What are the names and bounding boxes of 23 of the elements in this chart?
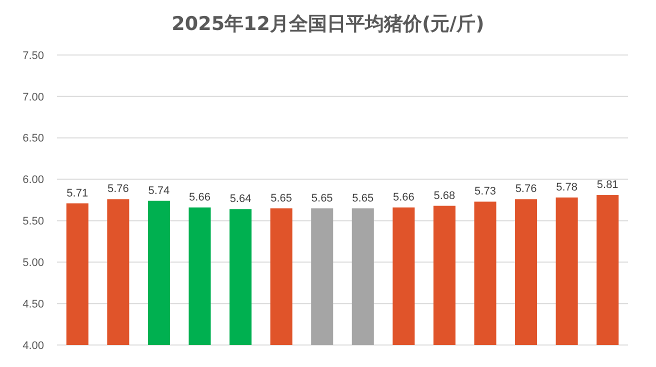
data-label: 5.64 (230, 193, 252, 206)
data-label: 5.76 (515, 183, 537, 196)
y-tick-label: 6.00 (22, 174, 44, 186)
y-tick-label: 5.00 (22, 256, 44, 269)
data-label: 5.73 (474, 186, 496, 198)
chart-title: 2025年12月全国日平均猪价(元/斤) (172, 13, 484, 35)
y-tick-label: 4.50 (22, 298, 44, 310)
y-tick-label: 6.50 (22, 132, 44, 145)
y-tick-label: 5.50 (22, 216, 44, 228)
data-label: 5.76 (107, 183, 129, 196)
data-label: 5.68 (434, 190, 456, 202)
y-tick-label: 4.00 (22, 340, 44, 352)
data-label: 5.65 (311, 192, 333, 204)
data-label: 5.81 (596, 179, 618, 192)
data-label: 5.78 (556, 182, 578, 194)
data-label: 5.74 (148, 184, 170, 197)
data-label: 5.66 (392, 191, 414, 204)
data-label: 5.65 (270, 192, 292, 204)
data-label: 5.66 (189, 191, 210, 204)
data-label: 5.71 (66, 187, 88, 200)
y-tick-label: 7.00 (22, 91, 44, 104)
data-label: 5.65 (352, 192, 374, 204)
y-tick-label: 7.50 (22, 50, 44, 62)
